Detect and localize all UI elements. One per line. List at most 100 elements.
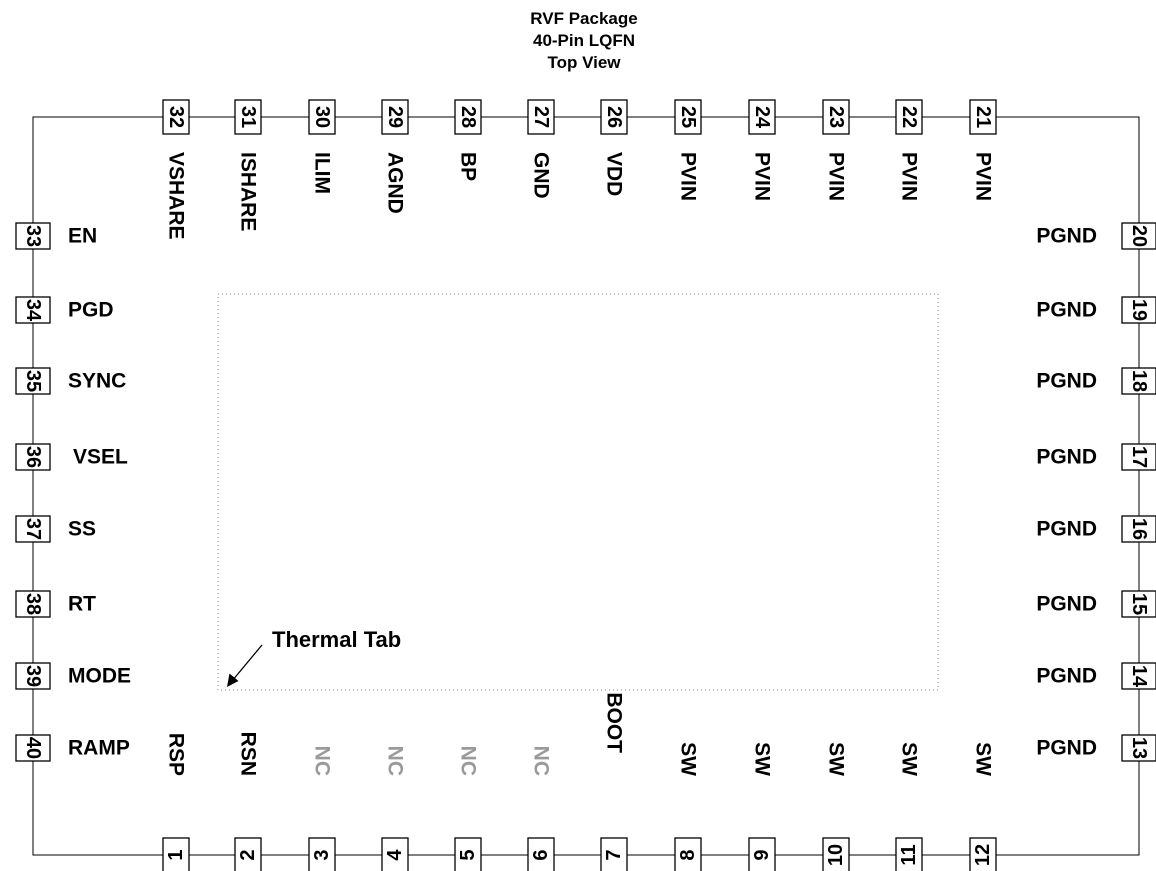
pin-18-box [1121,367,1156,395]
pin-20-name: PGND [1036,225,1097,248]
pin-26-box [600,99,628,135]
pin-30-name: ILIM [311,152,334,194]
pin-5-number: 5 [457,849,479,860]
pin-26-name: VDD [603,152,626,196]
pin-25-name: PVIN [677,152,700,201]
pin-2-number: 2 [237,849,259,860]
pin-5-name: NC [457,746,480,776]
pin-12-name: SW [972,742,995,776]
pin-4-name: NC [384,746,407,776]
pin-25-number: 25 [677,106,699,128]
pin-7-number: 7 [603,849,625,860]
pin-23-number: 23 [825,106,847,128]
pin-6-number: 6 [530,849,552,860]
pin-30-box [308,99,336,135]
pin-2-name: RSN [237,732,260,776]
pin-5-box [454,837,482,871]
pin-28-box [454,99,482,135]
pin-21-number: 21 [972,106,994,128]
pin-7-name: BOOT [603,692,626,753]
pin-22-name: PVIN [898,152,921,201]
pin-37-box [15,515,51,543]
pin-9-number: 9 [751,849,773,860]
pin-26-number: 26 [603,106,625,128]
pin-36-name: VSEL [73,446,128,469]
pin-12-number: 12 [972,844,994,866]
pin-8-number: 8 [677,849,699,860]
pin-27-number: 27 [530,106,552,128]
thermal-tab-arrow-head [227,673,239,687]
pin-32-number: 32 [165,106,187,128]
pin-31-name: ISHARE [237,152,260,231]
pin-11-box [895,837,923,871]
pin-3-number: 3 [311,849,333,860]
pin-15-name: PGND [1036,593,1097,616]
pin-35-box [15,367,51,395]
pin-38-name: RT [68,593,96,616]
pin-19-box [1121,296,1156,324]
pin-32-box [162,99,190,135]
pin-29-number: 29 [384,106,406,128]
pin-15-number: 15 [1128,593,1150,615]
pin-23-box [822,99,850,135]
thermal-tab-arrow-shaft [231,644,263,682]
pin-21-box [969,99,997,135]
pin-1-box [162,837,190,871]
pin-1-name: RSP [165,733,188,776]
pin-1-number: 1 [165,849,187,860]
pin-19-name: PGND [1036,299,1097,322]
pin-9-name: SW [751,742,774,776]
pin-29-box [381,99,409,135]
pin-14-box [1121,662,1156,690]
pin-12-box [969,837,997,871]
pin-10-number: 10 [825,844,847,866]
pin-group: 1 RSP 2 RSN 3 NC 4 NC 5 NC 6 NC 7 BOOT 8 SW 9 SW 10 SW 11 SW 1… [15,99,1156,871]
pin-40-name: RAMP [68,737,130,760]
package-title-line2: 40-Pin LQFN [533,31,635,50]
pin-27-box [527,99,555,135]
pin-24-box [748,99,776,135]
pin-32-name: VSHARE [165,152,188,240]
pin-35-name: SYNC [68,370,126,393]
pin-16-number: 16 [1128,518,1150,540]
pin-3-box [308,837,336,871]
thermal-tab-outline [217,293,939,691]
pin-8-name: SW [677,742,700,776]
pin-18-number: 18 [1128,370,1150,392]
pin-37-number: 37 [22,518,44,540]
pin-40-number: 40 [22,737,44,759]
pin-31-number: 31 [237,106,259,128]
pin-34-number: 34 [22,299,44,322]
pin-10-box [822,837,850,871]
pin-33-name: EN [68,225,97,248]
pin-27-name: GND [530,152,553,199]
pin-37-name: SS [68,518,96,541]
pin-15-box [1121,590,1156,618]
pin-17-box [1121,443,1156,471]
pin-28-number: 28 [457,106,479,128]
pin-16-box [1121,515,1156,543]
pin-30-number: 30 [311,106,333,128]
pin-6-box [527,837,555,871]
pin-39-box [15,662,51,690]
pin-10-name: SW [825,742,848,776]
pin-35-number: 35 [22,370,44,392]
pin-28-name: BP [457,152,480,181]
pin-29-name: AGND [384,152,407,214]
pin-13-name: PGND [1036,737,1097,760]
pin-22-box [895,99,923,135]
pin-34-name: PGD [68,299,114,322]
pin-4-box [381,837,409,871]
pin-36-number: 36 [22,446,44,468]
pin-39-number: 39 [22,665,44,687]
pin-8-box [674,837,702,871]
pin-39-name: MODE [68,665,131,688]
pin-3-name: NC [311,746,334,776]
pin-38-number: 38 [22,593,44,615]
pin-33-number: 33 [22,225,44,247]
pin-22-number: 22 [898,106,920,128]
pin-24-name: PVIN [751,152,774,201]
pin-14-number: 14 [1128,665,1150,688]
pin-4-number: 4 [384,849,406,861]
